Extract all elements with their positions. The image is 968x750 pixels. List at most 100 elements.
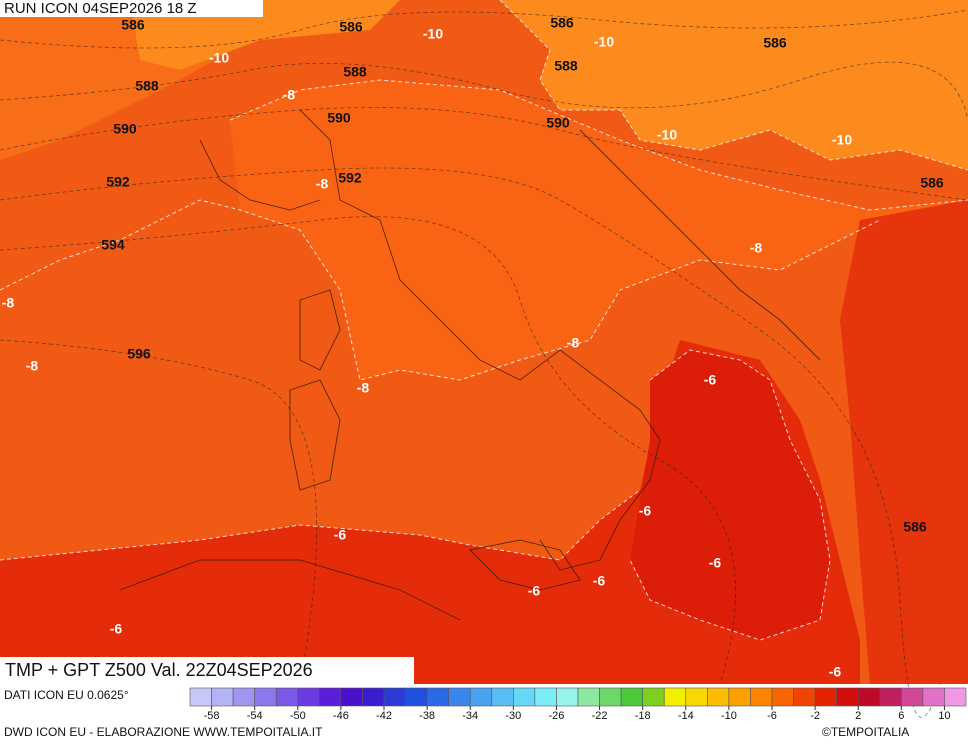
- colorbar-swatch: [685, 687, 708, 707]
- temperature-label: -6: [709, 555, 722, 571]
- temperature-label: -6: [639, 503, 652, 519]
- colorbar-swatch: [857, 687, 881, 707]
- colorbar-swatch: [405, 687, 428, 707]
- colorbar-tick-label: -50: [290, 710, 306, 722]
- colorbar-tick-label: 6: [898, 710, 904, 722]
- colorbar-tick-label: -38: [419, 710, 435, 722]
- colorbar-swatch: [534, 687, 557, 707]
- geopotential-label: 592: [106, 174, 130, 190]
- temperature-label: -8: [26, 358, 39, 374]
- geopotential-label: 590: [327, 110, 351, 126]
- temperature-label: -10: [832, 132, 852, 148]
- isohypse: [0, 61, 968, 121]
- temperature-label: -6: [528, 583, 541, 599]
- colorbar-tick-label: -46: [333, 710, 349, 722]
- geopotential-label: 588: [343, 64, 367, 80]
- run-title: RUN ICON 04SEP2026 18 Z: [4, 0, 197, 17]
- temperature-label: -6: [704, 372, 717, 388]
- colorbar-tick-label: -26: [548, 710, 564, 722]
- colorbar-swatch: [944, 687, 967, 707]
- colorbar-tick-label: -14: [678, 710, 694, 722]
- colorbar-swatch: [297, 687, 320, 707]
- field-mid: [230, 80, 968, 380]
- isohypse: [0, 9, 968, 49]
- isohypse: [0, 167, 941, 718]
- isohypse: [0, 339, 318, 685]
- geopotential-label: 586: [763, 35, 787, 51]
- colorbar-swatch: [642, 687, 665, 707]
- isotherm: [499, 0, 968, 171]
- temperature-label: -8: [567, 335, 580, 351]
- temperature-label: -8: [750, 240, 763, 256]
- temperature-label: -10: [209, 50, 229, 66]
- colorbar: -58 -54 -50 -46 -42 -38 -34 -30 -26 -22 -18 -14 -10-…: [189, 687, 967, 722]
- colorbar-tick-label: -2: [810, 710, 820, 722]
- colorbar-tick-label: 2: [855, 710, 861, 722]
- colorbar-tick-label: -22: [592, 710, 608, 722]
- colorbar-swatch: [728, 687, 751, 707]
- temperature-label: -10: [423, 26, 443, 42]
- colorbar-swatch: [836, 687, 859, 707]
- geopotential-label: 586: [339, 19, 363, 35]
- field-lighter: [500, 0, 968, 170]
- colorbar-swatch: [362, 687, 385, 707]
- temperature-label: -6: [593, 573, 606, 589]
- colorbar-swatch: [491, 687, 514, 707]
- isotherm: [0, 199, 881, 381]
- field-warm-east: [840, 200, 968, 684]
- geopotential-label: 586: [920, 175, 944, 191]
- source-text: DATI ICON EU 0.0625°: [4, 688, 129, 702]
- temperature-label: -8: [316, 176, 329, 192]
- colorbar-swatch: [319, 687, 342, 707]
- field-warm: [0, 340, 860, 684]
- geopotential-label: 590: [546, 115, 570, 131]
- coastline: [119, 109, 821, 621]
- colorbar-swatch: [426, 687, 449, 707]
- temperature-label: -10: [594, 34, 614, 50]
- isotherm: [229, 79, 968, 211]
- colorbar-swatch: [189, 687, 212, 707]
- colorbar-swatch: [556, 687, 579, 707]
- colorbar-swatch: [211, 687, 234, 707]
- colorbar-tick-label: -58: [204, 710, 220, 722]
- temperature-label: -8: [283, 87, 296, 103]
- colorbar-swatch: [901, 687, 924, 707]
- product-box: [0, 657, 414, 684]
- colorbar-swatch: [771, 687, 794, 707]
- colorbar-tick-label: -30: [505, 710, 521, 722]
- geopotential-label: 588: [554, 58, 578, 74]
- isotherm: [629, 349, 831, 641]
- map-field: [0, 0, 968, 718]
- isohypse: [0, 107, 968, 201]
- contour-labels: 586 586 586 586 588 588 588 590 590 590 592 592 594 5…: [2, 15, 944, 680]
- colorbar-swatch: [275, 687, 299, 707]
- copyright-text: ©TEMPOITALIA: [822, 725, 909, 739]
- field-warmest: [630, 350, 830, 640]
- colorbar-swatch: [513, 687, 536, 707]
- colorbar-swatch: [469, 687, 493, 707]
- colorbar-swatch: [232, 687, 255, 707]
- product-title: TMP + GPT Z500 Val. 22Z04SEP2026: [5, 660, 313, 680]
- temperature-label: -6: [110, 621, 123, 637]
- colorbar-swatch: [577, 687, 600, 707]
- isotherm: [0, 489, 641, 561]
- colorbar-tick-label: -18: [635, 710, 651, 722]
- colorbar-swatch: [448, 687, 471, 707]
- colorbar-swatch: [793, 687, 816, 707]
- colorbar-swatch: [620, 687, 643, 707]
- colorbar-swatch: [707, 687, 730, 707]
- field-lighter: [130, 0, 400, 70]
- colorbar-tick-label: -6: [767, 710, 777, 722]
- colorbar-swatch: [814, 687, 837, 707]
- colorbar-swatch: [663, 687, 687, 707]
- geopotential-label: 586: [121, 17, 145, 33]
- credit-text: DWD ICON EU - ELABORAZIONE WWW.TEMPOITAL…: [4, 725, 323, 739]
- geopotential-label: 594: [101, 237, 125, 253]
- temperature-label: -8: [2, 295, 15, 311]
- colorbar-swatch: [599, 687, 622, 707]
- temperature-label: -10: [657, 127, 677, 143]
- colorbar-swatch: [340, 687, 363, 707]
- geopotential-label: 586: [550, 15, 574, 31]
- temperature-label: -6: [334, 527, 347, 543]
